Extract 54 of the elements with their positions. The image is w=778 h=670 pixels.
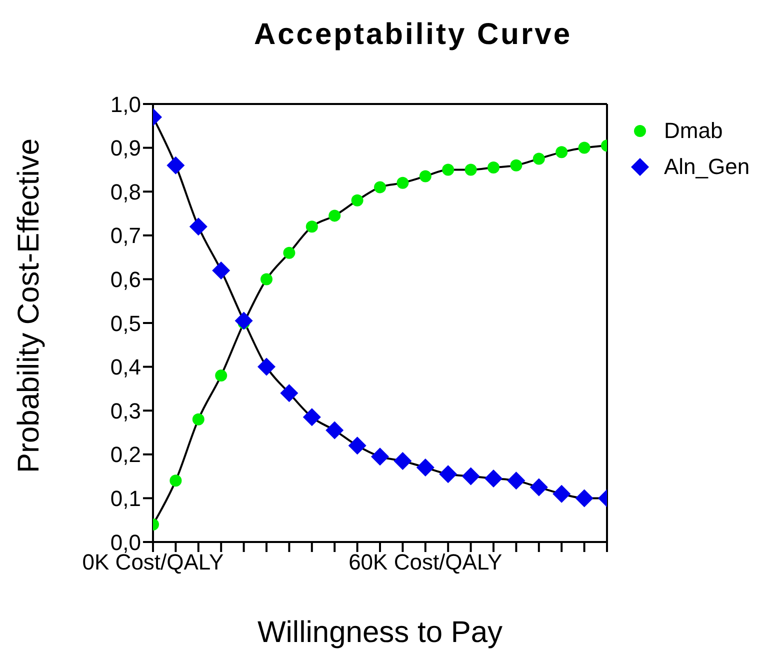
point [348, 436, 366, 455]
x-tick-label: 60K Cost/QALY [348, 550, 503, 575]
point [488, 162, 500, 174]
point [396, 176, 409, 189]
y-tick-label: 0,3 [110, 398, 141, 424]
point [280, 384, 298, 402]
point [170, 474, 182, 487]
point [371, 448, 389, 466]
point [166, 156, 185, 174]
x-axis-title: Willingness to Pay [257, 616, 503, 649]
point [234, 312, 253, 330]
point [189, 218, 208, 236]
chart-title: Acceptability Curve [252, 18, 574, 52]
y-tick-label: 0,6 [110, 267, 141, 292]
point [575, 489, 594, 508]
y-tick-label: 0,7 [110, 223, 141, 248]
point [328, 210, 341, 222]
point [416, 458, 434, 477]
point [326, 421, 344, 440]
y-tick-label: 0,1 [110, 486, 141, 512]
point [578, 142, 590, 154]
point [530, 478, 548, 496]
point [283, 246, 296, 259]
point [532, 152, 545, 165]
point [556, 146, 568, 158]
point [258, 358, 276, 376]
y-tick-label: 0,0 [110, 530, 141, 555]
y-axis-title: Probability Cost-Effective [12, 138, 46, 473]
point [215, 370, 228, 382]
y-tick-label: 1,0 [110, 92, 141, 117]
y-tick-label: 0,5 [110, 310, 141, 336]
y-tick-label: 0,8 [110, 179, 141, 204]
point [306, 220, 318, 233]
point [552, 484, 571, 503]
point [419, 170, 432, 182]
y-tick-label: 0,9 [110, 136, 141, 161]
legend-label: Dmab [664, 118, 723, 144]
point [260, 273, 272, 286]
legend-label: Aln_Gen [664, 154, 750, 180]
point [394, 452, 412, 470]
point [351, 194, 364, 206]
y-tick-label: 0,4 [110, 354, 141, 380]
point [192, 413, 204, 426]
point [439, 465, 458, 484]
point [212, 261, 230, 280]
point [484, 469, 502, 488]
y-tick-label: 0,2 [110, 442, 141, 468]
point [464, 164, 477, 176]
point [510, 159, 522, 172]
point [302, 408, 321, 426]
point [374, 181, 386, 194]
point [442, 164, 454, 176]
point [462, 467, 480, 486]
point [507, 472, 526, 490]
